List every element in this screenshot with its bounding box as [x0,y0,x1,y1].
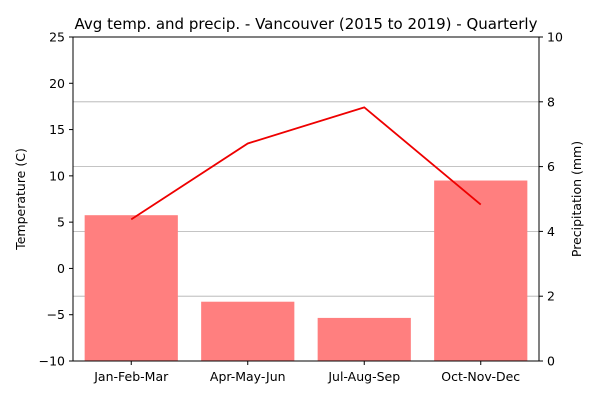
x-tick-label: Oct-Nov-Dec [441,369,520,384]
right-axis-label: Precipitation (mm) [569,141,584,257]
right-tick-label: 10 [547,30,563,45]
right-tick-label: 0 [547,354,555,369]
left-tick-label: 0 [57,261,65,276]
x-tick-label: Jul-Aug-Sep [327,369,400,384]
precipitation-bar [84,215,178,361]
precipitation-bar [317,317,411,361]
left-tick-label: −5 [47,307,65,322]
left-tick-label: 15 [49,122,65,137]
precipitation-bars [84,180,528,361]
left-tick-label: 25 [49,30,65,45]
x-tick-label: Jan-Feb-Mar [93,369,169,384]
left-axis-label: Temperature (C) [13,148,28,251]
temperature-line [130,106,482,221]
precipitation-bar [434,180,528,361]
right-tick-label: 6 [547,159,555,174]
right-tick-label: 8 [547,94,555,109]
left-tick-label: −10 [39,354,65,369]
left-tick-label: 10 [49,168,65,183]
left-tick-label: 5 [57,215,65,230]
temperature-line-path [130,106,482,221]
chart-title: Avg temp. and precip. - Vancouver (2015 … [75,15,538,33]
right-tick-label: 4 [547,224,555,239]
plot-frame [72,36,540,362]
x-axis-ticks: Jan-Feb-Mar Apr-May-Jun Jul-Aug-Sep Oct-Nov… [93,361,520,384]
right-axis-ticks: 0 2 4 6 8 10 [539,30,563,369]
left-tick-label: 20 [49,76,65,91]
right-tick-label: 2 [547,289,555,304]
precipitation-bar [201,301,295,361]
left-axis-ticks: −10 −5 0 5 10 15 20 25 [39,30,73,369]
x-tick-label: Apr-May-Jun [210,369,286,384]
